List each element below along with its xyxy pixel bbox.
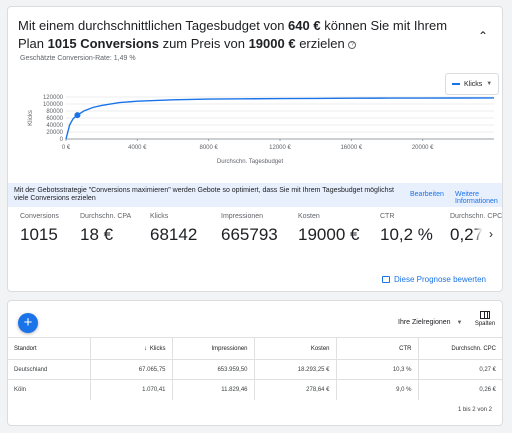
edit-link[interactable]: Bearbeiten [410, 191, 444, 198]
stat-value: 1015 [20, 225, 58, 244]
table-header-row: Standort ↓ Klicks Impressionen Kosten CTR… [8, 337, 502, 360]
region-dropdown[interactable]: Ihre Zielregionen ▼ [398, 319, 462, 326]
x-tick-label: 20000 € [412, 145, 434, 151]
headline-pre: Mit einem durchschnittlichen Tagesbudget… [18, 18, 285, 33]
columns-button[interactable]: Spalten [473, 311, 497, 327]
feedback-icon [381, 276, 390, 283]
forecast-card: Mit einem durchschnittlichen Tagesbudget… [7, 6, 503, 292]
headline-mid: können Sie mit Ihrem Plan [18, 18, 448, 51]
y-tick-label: 100000 [43, 102, 64, 108]
stat-label: Durchschn. CPC [450, 213, 503, 220]
y-tick-label: 120000 [43, 95, 64, 101]
cell-clicks: 67.065,75 [89, 359, 172, 380]
header-ctr[interactable]: CTR [335, 337, 418, 360]
stat-value: 0,27 [450, 225, 484, 244]
cell-cost: 278,64 € [253, 379, 336, 400]
budget-marker [74, 112, 81, 119]
help-icon[interactable]: ? [348, 40, 357, 49]
columns-label: Spalten [474, 321, 496, 327]
dropdown-caret-icon: ▼ [486, 81, 493, 87]
series-swatch-icon [452, 83, 460, 85]
add-button[interactable]: + [18, 313, 38, 333]
cell-cost: 18.293,25 € [253, 359, 336, 380]
headline-conversions: 1015 Conversions [47, 36, 159, 51]
stat-label: Kosten [298, 213, 320, 220]
table-row[interactable]: Köln 1.070,41 11.829,46 278,64 € 9,0 % 0… [8, 379, 502, 400]
stat-value: 10,2 % [380, 225, 433, 244]
rate-forecast-label: Diese Prognose bewerten [393, 275, 486, 284]
x-tick-label: 8000 € [199, 145, 218, 151]
collapse-chevron-icon[interactable]: ⌃ [477, 29, 489, 43]
cell-impressions: 653.959,50 [171, 359, 254, 380]
columns-icon [480, 311, 490, 319]
stat-label: CTR [380, 213, 395, 220]
header-kosten[interactable]: Kosten [253, 337, 336, 360]
stat-label: Klicks [150, 213, 169, 220]
more-info-link[interactable]: Weitere Informationen [455, 191, 498, 205]
rate-forecast-link[interactable]: Diese Prognose bewerten [381, 275, 486, 284]
metric-dropdown-label: Klicks [464, 80, 483, 88]
x-tick-label: 12000 € [269, 145, 291, 151]
stat-label: Impressionen [221, 213, 264, 220]
cell-location: Köln [8, 379, 90, 400]
headline-post: erzielen [299, 36, 345, 51]
region-dropdown-label: Ihre Zielregionen [398, 319, 451, 326]
dropdown-caret-icon: ▼ [456, 320, 463, 326]
x-tick-label: 0 € [62, 145, 71, 151]
stat-value: 19000 € [298, 225, 360, 244]
conversion-rate-label: Geschätzte Conversion-Rate: 1,49 % [20, 55, 136, 62]
y-tick-label: 0 [60, 137, 64, 143]
cell-cpc: 0,26 € [417, 379, 502, 400]
cell-ctr: 9,0 % [335, 379, 418, 400]
header-standort[interactable]: Standort [8, 337, 90, 360]
header-impressionen[interactable]: Impressionen [171, 337, 254, 360]
stats-row: Conversions 1015 Durchschn. CPA 18 € Kli… [8, 207, 502, 261]
cell-clicks: 1.070,41 [89, 379, 172, 400]
stat-value: 18 € [80, 225, 114, 244]
headline-budget: 640 € [288, 18, 321, 33]
stat-value: 68142 [150, 225, 198, 244]
headline-pre-cost: zum Preis von [162, 36, 245, 51]
cell-location: Deutschland [8, 359, 90, 380]
info-bar-text: Mit der Gebotsstrategie "Conversions max… [14, 187, 394, 202]
y-tick-label: 40000 [46, 123, 63, 129]
chevron-right-icon[interactable]: › [482, 221, 500, 247]
y-tick-label: 60000 [46, 116, 63, 122]
x-axis-label: Durchschn. Tagesbudget [217, 159, 284, 165]
cell-ctr: 10,3 % [335, 359, 418, 380]
locations-table: Standort ↓ Klicks Impressionen Kosten CTR… [8, 337, 502, 400]
x-tick-label: 16000 € [340, 145, 362, 151]
metric-dropdown[interactable]: Klicks ▼ [445, 73, 499, 95]
y-axis-label: Klicks [28, 110, 34, 126]
stat-value: 665793 [221, 225, 278, 244]
header-cpc[interactable]: Durchschn. CPC [417, 337, 502, 360]
y-tick-label: 20000 [46, 130, 63, 136]
cell-impressions: 11.829,46 [171, 379, 254, 400]
sort-down-icon: ↓ [143, 345, 147, 352]
stat-label: Conversions [20, 213, 59, 220]
cell-cpc: 0,27 € [417, 359, 502, 380]
info-bar: Mit der Gebotsstrategie "Conversions max… [8, 183, 502, 207]
locations-table-card: + Ihre Zielregionen ▼ Spalten Standort ↓… [7, 300, 503, 426]
x-tick-label: 4000 € [128, 145, 147, 151]
table-row[interactable]: Deutschland 67.065,75 653.959,50 18.293,… [8, 359, 502, 380]
headline-cost: 19000 € [248, 36, 296, 51]
pagination-label: 1 bis 2 von 2 [457, 407, 492, 413]
stat-label: Durchschn. CPA [80, 213, 132, 220]
header-klicks[interactable]: ↓ Klicks [89, 337, 172, 360]
forecast-headline: Mit einem durchschnittlichen Tagesbudget… [18, 17, 468, 53]
y-tick-label: 80000 [46, 109, 63, 115]
